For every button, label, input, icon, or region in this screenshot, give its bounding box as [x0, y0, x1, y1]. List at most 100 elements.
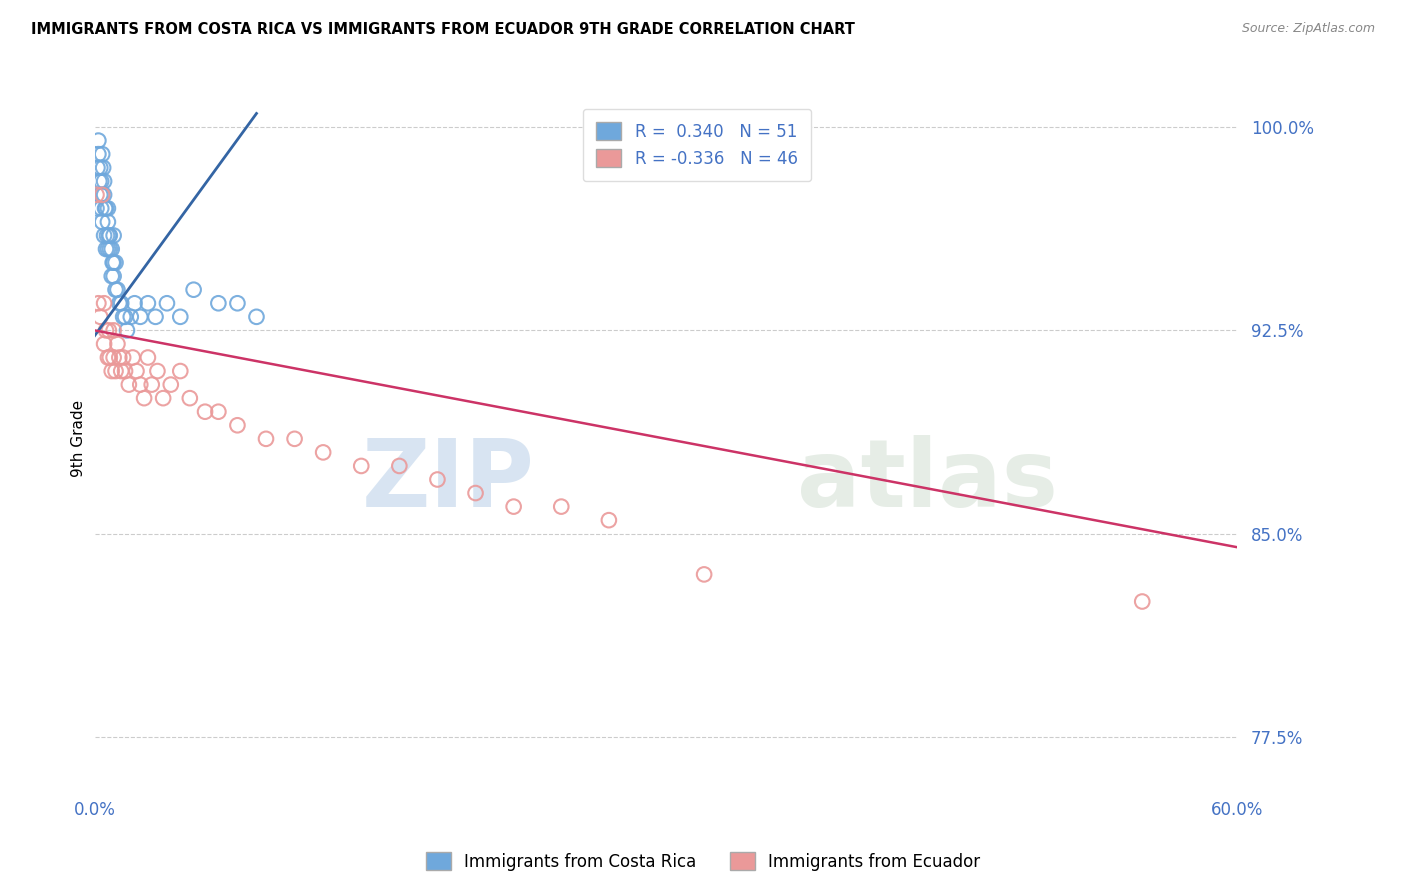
Point	[86, 187, 108, 202]
Point	[108, 351, 131, 365]
Point	[89, 187, 111, 202]
Point	[86, 161, 108, 175]
Point	[312, 445, 335, 459]
Point	[124, 296, 146, 310]
Point	[96, 228, 118, 243]
Point	[103, 228, 125, 243]
Point	[598, 513, 620, 527]
Point	[97, 215, 120, 229]
Point	[89, 161, 111, 175]
Point	[93, 296, 115, 310]
Point	[93, 337, 115, 351]
Point	[90, 174, 112, 188]
Point	[100, 364, 122, 378]
Point	[169, 310, 191, 324]
Point	[226, 296, 249, 310]
Point	[87, 296, 110, 310]
Point	[136, 296, 159, 310]
Point	[91, 187, 114, 202]
Point	[104, 255, 127, 269]
Point	[129, 377, 152, 392]
Point	[207, 296, 229, 310]
Text: Source: ZipAtlas.com: Source: ZipAtlas.com	[1241, 22, 1375, 36]
Point	[110, 364, 132, 378]
Text: atlas: atlas	[797, 435, 1059, 527]
Point	[207, 405, 229, 419]
Point	[91, 187, 114, 202]
Point	[94, 202, 117, 216]
Point	[97, 202, 120, 216]
Point	[141, 377, 163, 392]
Point	[169, 364, 191, 378]
Point	[103, 351, 125, 365]
Point	[121, 351, 143, 365]
Point	[91, 215, 114, 229]
Point	[86, 202, 108, 216]
Legend: Immigrants from Costa Rica, Immigrants from Ecuador: Immigrants from Costa Rica, Immigrants f…	[418, 844, 988, 880]
Point	[87, 134, 110, 148]
Point	[100, 269, 122, 284]
Point	[254, 432, 277, 446]
Point	[103, 255, 125, 269]
Point	[112, 310, 135, 324]
Point	[107, 337, 129, 351]
Point	[97, 242, 120, 256]
Point	[114, 310, 136, 324]
Point	[104, 283, 127, 297]
Point	[284, 432, 307, 446]
Point	[550, 500, 572, 514]
Point	[93, 228, 115, 243]
Point	[120, 310, 142, 324]
Point	[91, 161, 114, 175]
Point	[426, 473, 449, 487]
Point	[502, 500, 524, 514]
Y-axis label: 9th Grade: 9th Grade	[72, 401, 86, 477]
Point	[94, 202, 117, 216]
Point	[693, 567, 716, 582]
Point	[118, 377, 141, 392]
Point	[1130, 594, 1153, 608]
Point	[146, 364, 169, 378]
Point	[152, 391, 174, 405]
Point	[100, 242, 122, 256]
Point	[103, 323, 125, 337]
Point	[89, 174, 111, 188]
Point	[129, 310, 152, 324]
Point	[98, 242, 121, 256]
Text: ZIP: ZIP	[361, 435, 534, 527]
Point	[226, 418, 249, 433]
Point	[159, 377, 181, 392]
Point	[90, 202, 112, 216]
Point	[104, 364, 127, 378]
Point	[98, 351, 121, 365]
Point	[179, 391, 201, 405]
Point	[98, 228, 121, 243]
Point	[388, 458, 411, 473]
Point	[87, 147, 110, 161]
Point	[464, 486, 486, 500]
Point	[145, 310, 167, 324]
Point	[108, 296, 131, 310]
Point	[97, 351, 120, 365]
Point	[107, 283, 129, 297]
Point	[101, 255, 124, 269]
Point	[97, 323, 120, 337]
Point	[89, 310, 111, 324]
Point	[194, 405, 217, 419]
Legend: R =  0.340   N = 51, R = -0.336   N = 46: R = 0.340 N = 51, R = -0.336 N = 46	[583, 109, 811, 181]
Point	[112, 351, 135, 365]
Point	[94, 242, 117, 256]
Point	[110, 296, 132, 310]
Point	[156, 296, 179, 310]
Point	[114, 364, 136, 378]
Point	[350, 458, 373, 473]
Point	[97, 228, 120, 243]
Point	[94, 323, 117, 337]
Point	[245, 310, 267, 324]
Point	[103, 269, 125, 284]
Point	[91, 147, 114, 161]
Text: IMMIGRANTS FROM COSTA RICA VS IMMIGRANTS FROM ECUADOR 9TH GRADE CORRELATION CHAR: IMMIGRANTS FROM COSTA RICA VS IMMIGRANTS…	[31, 22, 855, 37]
Point	[136, 351, 159, 365]
Point	[93, 187, 115, 202]
Point	[125, 364, 148, 378]
